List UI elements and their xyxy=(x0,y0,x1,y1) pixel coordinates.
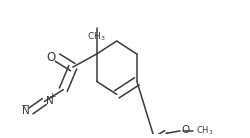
Text: +: + xyxy=(48,92,55,101)
Text: CH$_3$: CH$_3$ xyxy=(87,31,106,43)
Text: N: N xyxy=(22,106,30,116)
Text: CH$_3$: CH$_3$ xyxy=(196,124,214,137)
Text: O: O xyxy=(181,125,189,135)
Text: O: O xyxy=(46,51,56,64)
Text: N: N xyxy=(46,96,54,106)
Text: −: − xyxy=(20,101,29,111)
